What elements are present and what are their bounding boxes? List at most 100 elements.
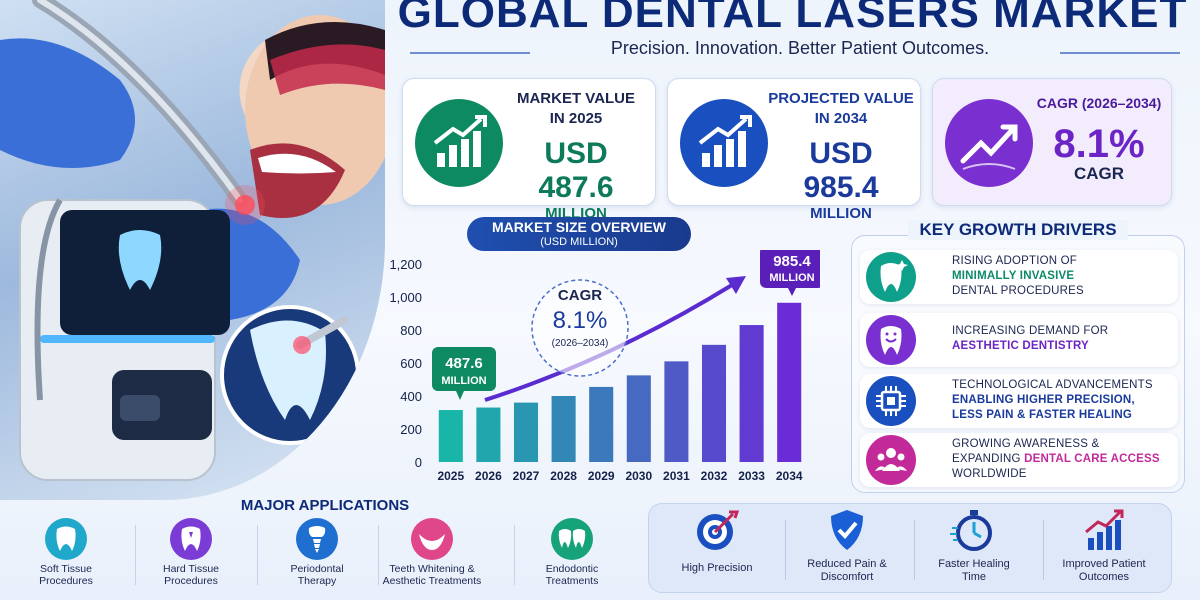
stat-value: USD 985.4 [803,137,879,204]
application-label: Soft Tissue Procedures [39,563,93,587]
chart-unit: (USD MILLION) [540,236,618,248]
stat-card-market-value-2025: MARKET VALUE IN 2025 USD 487.6 MILLION [402,78,656,222]
application-item: Teeth Whitening & Aesthetic Treatments [372,518,492,587]
start-annotation-box [432,347,496,391]
cagr-bubble [531,279,629,377]
divider [514,525,515,585]
y-tick-label: 600 [400,356,422,371]
stat-label: CAGR (2026–2034) [1036,95,1162,111]
whitening-smile-icon [411,518,453,560]
benefit-label: Faster Healing Time [938,558,1010,583]
end-annotation-value: 985.4 [773,253,811,270]
bar-2029 [589,386,614,462]
page-title: GLOBAL DENTAL LASERS MARKET [397,0,1188,37]
bar-2032 [701,344,727,462]
driver-item: GROWING AWARENESS & EXPANDING DENTAL CAR… [860,433,1178,487]
driver-highlight: MINIMALLY INVASIVE [952,270,1075,282]
application-label: Hard Tissue Procedures [162,563,220,587]
x-tick-label: 2029 [588,469,615,483]
benefit-label: Reduced Pain & Discomfort [807,558,887,583]
cagr-bubble-label: CAGR [558,287,602,304]
driver-item: TECHNOLOGICAL ADVANCEMENTS ENABLING HIGH… [860,374,1178,428]
application-item: Soft Tissue Procedures [6,518,126,587]
y-tick-label: 0 [415,455,422,470]
bar-2033 [739,325,764,462]
end-annotation-pointer [788,288,796,296]
header-rule-right [1060,52,1180,54]
y-tick-label: 800 [400,323,422,338]
application-item: Endodontic Treatments [512,518,632,587]
chart-section-title: MARKET SIZE OVERVIEW (USD MILLION) [467,217,691,251]
drivers-title: KEY GROWTH DRIVERS [908,220,1128,240]
application-label: Periodontal Therapy [290,563,344,587]
x-tick-label: 2027 [513,469,540,483]
smiling-tooth-icon [866,315,916,365]
start-annotation-unit: MILLION [441,375,486,387]
driver-line: RISING ADOPTION OF [952,255,1078,267]
x-tick-label: 2030 [625,469,652,483]
application-item: Periodontal Therapy [257,518,377,587]
x-tick-label: 2028 [550,469,577,483]
y-tick-label: 1,200 [389,257,422,272]
x-tick-label: 2026 [475,469,502,483]
benefit-item: Faster Healing Time [910,508,1038,584]
soft-tissue-tooth-icon [45,518,87,560]
driver-line: WORLDWIDE [952,468,1027,480]
divider [257,525,258,585]
benefit-label: Improved Patient Outcomes [1062,558,1146,583]
divider [914,520,915,580]
people-icon [866,435,916,485]
divider [135,525,136,585]
trend-arrow-head [726,276,746,294]
bar-2028 [551,396,576,462]
applications-title: MAJOR APPLICATIONS [240,497,410,514]
driver-text: TECHNOLOGICAL ADVANCEMENTS ENABLING HIGH… [952,378,1174,423]
driver-highlight: DENTAL CARE ACCESS [1024,453,1160,465]
driver-highlight: AESTHETIC DENTISTRY [952,340,1089,352]
target-icon [693,508,741,552]
application-item: Hard Tissue Procedures [131,518,251,587]
start-annotation-value: 487.6 [445,355,483,372]
bar-2026 [476,407,501,462]
driver-line: GROWING AWARENESS & [952,438,1100,450]
x-tick-label: 2032 [701,469,728,483]
application-label: Endodontic Treatments [545,563,599,587]
application-label: Teeth Whitening & Aesthetic Treatments [382,563,482,587]
divider [1043,520,1044,580]
start-annotation-pointer [456,391,464,400]
driver-item: INCREASING DEMAND FOR AESTHETIC DENTISTR… [860,313,1178,367]
end-annotation-box [760,246,824,288]
driver-line: INCREASING DEMAND FOR [952,325,1109,337]
implant-icon [296,518,338,560]
y-tick-label: 1,000 [389,290,422,305]
benefit-item: Reduced Pain & Discomfort [783,508,911,584]
stat-label: MARKET VALUE IN 2025 [516,90,636,127]
header-rule-left [410,52,530,54]
bar-2027 [513,402,539,462]
x-tick-label: 2033 [738,469,765,483]
stat-unit: MILLION [810,205,872,222]
hard-tissue-tooth-icon [170,518,212,560]
x-tick-label: 2034 [776,469,803,483]
y-tick-label: 200 [400,422,422,437]
benefit-label: High Precision [681,562,753,574]
driver-text: RISING ADOPTION OF MINIMALLY INVASIVE DE… [952,254,1174,299]
tooth-sparkle-icon [866,252,916,302]
growth-bars-icon [415,99,503,187]
stat-card-cagr: CAGR (2026–2034) 8.1% CAGR [932,78,1172,206]
stat-card-projected-value-2034: PROJECTED VALUE IN 2034 USD 985.4 MILLIO… [667,78,921,222]
driver-line: DENTAL PROCEDURES [952,285,1084,297]
chart-title: MARKET SIZE OVERVIEW [492,219,666,235]
x-tick-label: 2025 [437,469,464,483]
benefit-item: Improved Patient Outcomes [1040,508,1168,584]
driver-highlight: ENABLING HIGHER PRECISION, [952,394,1135,406]
bar-chart: 0 200 400 600 800 1,000 1,200 2025 2026 2027 2028… [389,246,824,483]
driver-line: TECHNOLOGICAL ADVANCEMENTS [952,379,1153,391]
growth-bars-icon [680,99,768,187]
growth-chart-icon [1080,508,1128,552]
stat-unit: CAGR [1073,164,1125,183]
bar-2025 [438,410,463,462]
cagr-bubble-value: 8.1% [553,307,608,334]
stat-value: 8.1% [1053,122,1145,166]
chip-icon [866,376,916,426]
